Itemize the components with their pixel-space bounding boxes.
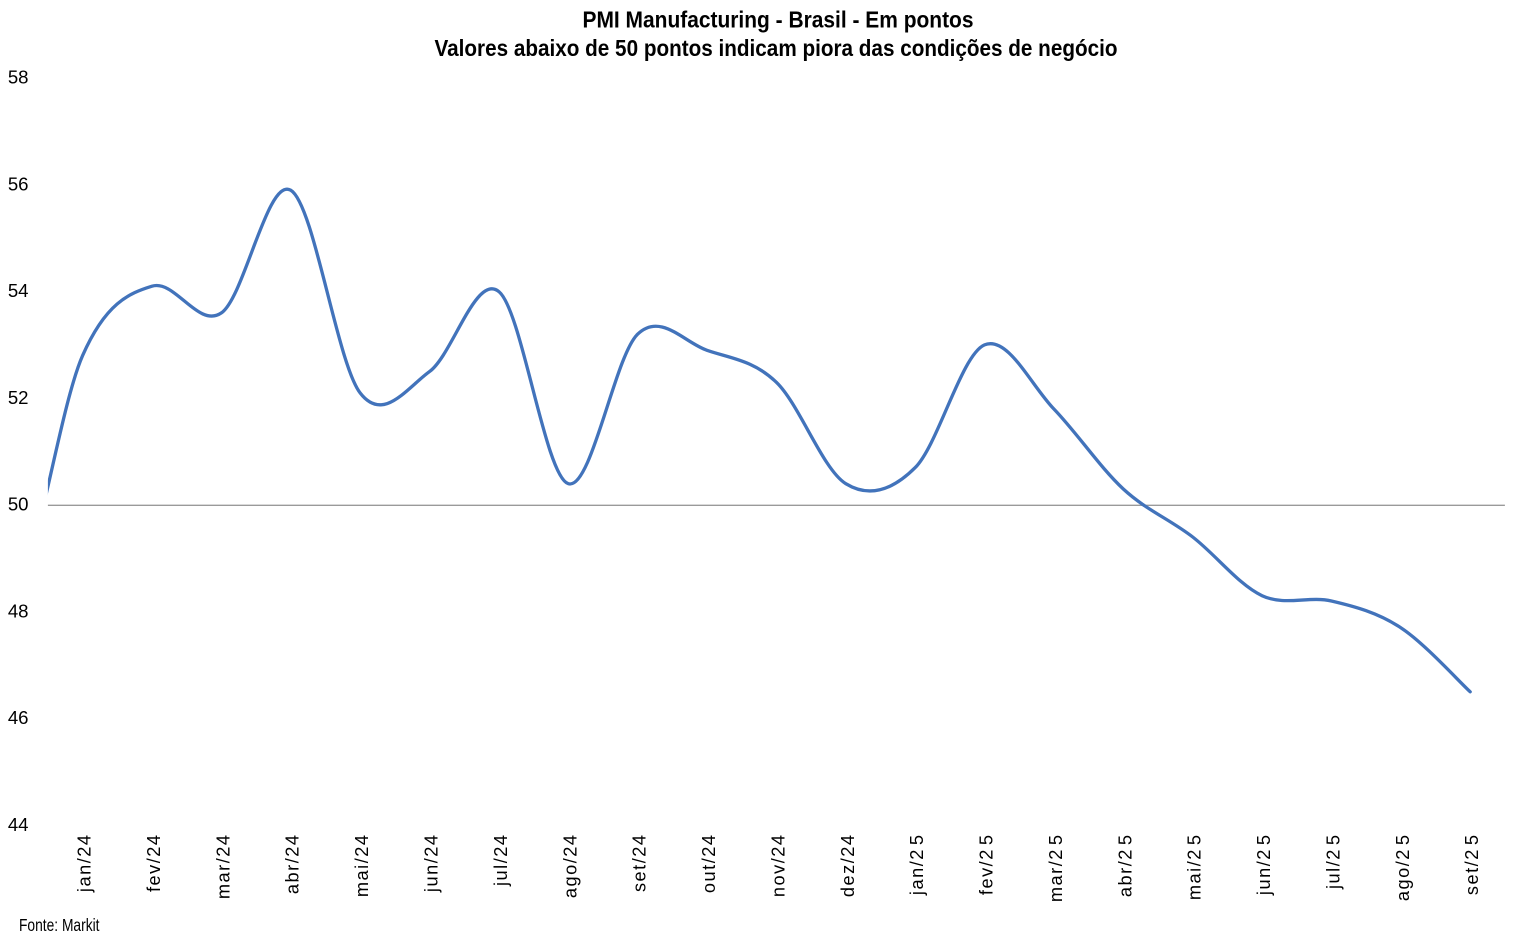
svg-text:46: 46 xyxy=(8,707,29,728)
svg-text:jul/2 5: jul/2 5 xyxy=(1323,834,1343,891)
svg-text:54: 54 xyxy=(8,280,29,301)
svg-text:mai/2 5: mai/2 5 xyxy=(1185,834,1205,901)
svg-text:mar/2 5: mar/2 5 xyxy=(1046,834,1066,903)
svg-text:mai/24: mai/24 xyxy=(352,834,372,898)
svg-text:58: 58 xyxy=(8,67,29,88)
svg-text:abr/2 5: abr/2 5 xyxy=(1115,834,1135,898)
svg-text:dez/24: dez/24 xyxy=(838,834,858,898)
svg-text:48: 48 xyxy=(8,600,29,621)
svg-text:52: 52 xyxy=(8,387,29,408)
svg-text:nov/24: nov/24 xyxy=(768,834,788,898)
svg-text:set/24: set/24 xyxy=(630,834,650,893)
svg-text:jun/24: jun/24 xyxy=(422,834,442,894)
svg-text:fev/2 5: fev/2 5 xyxy=(977,834,997,896)
svg-text:Valores abaixo de 50 pontos in: Valores abaixo de 50 pontos indicam pior… xyxy=(435,35,1118,61)
svg-text:set/2 5: set/2 5 xyxy=(1462,834,1482,896)
svg-text:out/24: out/24 xyxy=(699,834,719,894)
svg-text:jan/2 5: jan/2 5 xyxy=(907,834,927,897)
svg-text:jun/2 5: jun/2 5 xyxy=(1254,834,1274,897)
svg-text:56: 56 xyxy=(8,173,29,194)
svg-text:abr/24: abr/24 xyxy=(283,834,303,895)
svg-text:50: 50 xyxy=(8,494,29,515)
svg-text:jan/24: jan/24 xyxy=(75,834,95,894)
svg-text:Fonte: Markit: Fonte: Markit xyxy=(19,915,100,935)
svg-text:ago/2 5: ago/2 5 xyxy=(1393,834,1413,902)
svg-text:jul/24: jul/24 xyxy=(491,834,511,887)
svg-text:ago/24: ago/24 xyxy=(560,834,580,899)
svg-text:fev/24: fev/24 xyxy=(144,834,164,893)
svg-text:mar/24: mar/24 xyxy=(213,834,233,900)
svg-text:44: 44 xyxy=(8,814,29,835)
svg-text:PMI Manufacturing - Brasil - E: PMI Manufacturing - Brasil - Em pontos xyxy=(583,7,974,33)
